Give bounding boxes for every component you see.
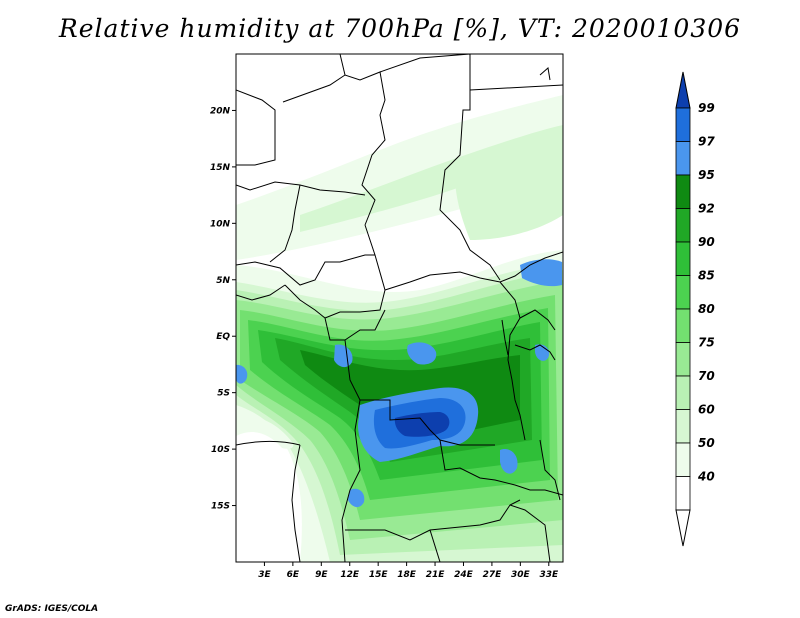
colorbar: 99 97 95 92 90 85 80 75 70 60 50 40 <box>675 71 715 547</box>
lon-tick-label: 6E <box>287 570 300 580</box>
lon-tick-label: 12E <box>340 570 360 580</box>
latitude-axis: 20N 15N 10N 5N EQ 5S 10S 15S <box>210 106 236 512</box>
colorbar-label: 85 <box>698 269 715 283</box>
colorbar-label: 75 <box>698 336 715 350</box>
colorbar-label: 92 <box>698 202 715 216</box>
colorbar-top-arrow <box>675 71 691 109</box>
lon-tick-label: 33E <box>539 570 559 580</box>
colorbar-segment <box>675 141 691 176</box>
colorbar-segment <box>675 241 691 276</box>
lat-tick-label: EQ <box>216 332 230 342</box>
colorbar-label: 90 <box>698 235 715 249</box>
colorbar-label: 99 <box>698 101 715 115</box>
lat-tick-label: 10S <box>211 445 230 455</box>
grads-credit: GrADS: IGES/COLA <box>5 604 99 614</box>
colorbar-label: 80 <box>698 302 715 316</box>
colorbar-label: 70 <box>698 369 715 383</box>
colorbar-label: 40 <box>697 470 715 484</box>
colorbar-segment <box>675 208 691 243</box>
lat-tick-label: 15S <box>211 502 230 512</box>
lon-tick-label: 27E <box>483 570 503 580</box>
humidity-field <box>236 54 563 562</box>
lat-tick-label: 5N <box>216 276 230 286</box>
longitude-axis: 3E 6E 9E 12E 15E 18E 21E 24E 27E 30E 33E <box>258 562 559 580</box>
map-title: Relative humidity at 700hPa [%], VT: 202… <box>58 14 742 43</box>
lon-tick-label: 18E <box>397 570 417 580</box>
colorbar-segment <box>675 342 691 377</box>
lon-tick-label: 15E <box>369 570 389 580</box>
lat-tick-label: 10N <box>210 219 231 229</box>
lat-tick-label: 5S <box>217 389 230 399</box>
country-borders <box>236 54 563 562</box>
lat-tick-label: 20N <box>210 106 231 116</box>
colorbar-label: 60 <box>698 403 715 417</box>
colorbar-segment <box>675 409 691 444</box>
colorbar-bottom-arrow <box>675 509 691 547</box>
map-frame <box>235 53 564 563</box>
colorbar-label: 50 <box>698 436 715 450</box>
lon-tick-label: 24E <box>454 570 474 580</box>
lon-tick-label: 30E <box>511 570 531 580</box>
colorbar-segment <box>675 174 691 209</box>
colorbar-label: 95 <box>698 168 715 182</box>
lon-tick-label: 9E <box>315 570 328 580</box>
colorbar-segment <box>675 308 691 343</box>
colorbar-segment <box>675 375 691 410</box>
lon-tick-label: 21E <box>426 570 446 580</box>
colorbar-segment <box>675 476 691 511</box>
lat-tick-label: 15N <box>210 163 231 173</box>
lon-tick-label: 3E <box>258 570 271 580</box>
colorbar-segment <box>675 275 691 310</box>
colorbar-segment <box>675 442 691 477</box>
colorbar-segment <box>675 107 691 142</box>
colorbar-label: 97 <box>698 135 715 149</box>
